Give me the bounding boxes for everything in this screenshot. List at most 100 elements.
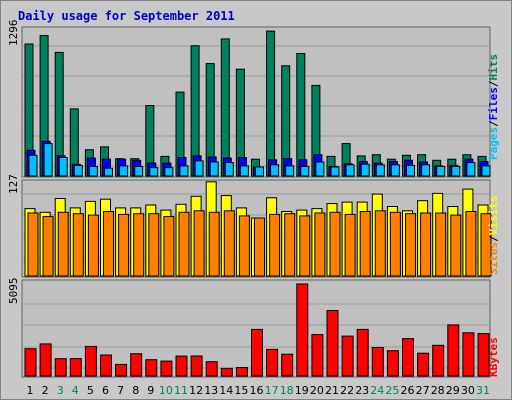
bar-kbytes-9 — [145, 359, 158, 377]
bar-pages-3 — [58, 157, 68, 177]
bar-kbytes-24 — [371, 347, 384, 377]
day-labels: 1 2 3 4 5 6 7 8 9 10 11 12 13 14 15 16 17 18 19 20 21 22 23 24 2… — [27, 384, 491, 397]
bar-pages-20 — [315, 161, 325, 177]
bar-sites-1 — [27, 212, 39, 277]
bar-sites-9 — [148, 213, 160, 277]
day-label-31: 31 — [476, 384, 490, 397]
bar-sites-11 — [178, 211, 190, 277]
bar-kbytes-6 — [100, 354, 112, 377]
day-label-2: 2 — [42, 384, 49, 397]
bar-pages-22 — [345, 164, 355, 177]
bar-kbytes-13 — [205, 361, 218, 377]
bar-kbytes-23 — [356, 328, 369, 377]
day-label-5: 5 — [87, 384, 94, 397]
day-label-14: 14 — [219, 384, 233, 397]
legend-sep-3: / — [487, 235, 500, 242]
bar-sites-31 — [480, 213, 492, 277]
bar-hits-14 — [220, 38, 230, 177]
day-label-20: 20 — [310, 384, 324, 397]
bar-pages-23 — [360, 163, 370, 177]
bar-pages-11 — [179, 165, 189, 177]
bar-sites-7 — [118, 213, 130, 277]
day-label-3: 3 — [57, 384, 64, 397]
bar-sites-15 — [238, 215, 250, 277]
day-label-6: 6 — [102, 384, 109, 397]
bar-sites-26 — [405, 213, 416, 277]
day-label-11: 11 — [174, 384, 188, 397]
bar-kbytes-14 — [220, 367, 233, 377]
bar-kbytes-2 — [39, 343, 52, 377]
bar-sites-28 — [435, 212, 447, 277]
bar-pages-19 — [300, 166, 310, 177]
bar-marks — [24, 30, 492, 377]
legend-hits-files-pages: Pages/Files/Hits — [487, 54, 500, 160]
bar-pages-29 — [451, 166, 461, 177]
bar-sites-16 — [254, 217, 265, 277]
day-label-13: 13 — [204, 384, 218, 397]
bar-kbytes-19 — [296, 283, 309, 377]
bar-hits-17 — [266, 30, 276, 177]
bar-pages-31 — [481, 165, 491, 177]
day-label-17: 17 — [265, 384, 279, 397]
bar-kbytes-31 — [477, 333, 490, 377]
bar-pages-25 — [390, 164, 400, 177]
bar-sites-23 — [359, 211, 371, 277]
bar-sites-18 — [284, 213, 296, 277]
bar-kbytes-15 — [235, 367, 248, 377]
bar-sites-29 — [450, 214, 462, 277]
bar-sites-4 — [72, 213, 84, 277]
bar-kbytes-4 — [69, 358, 82, 377]
bar-kbytes-8 — [130, 353, 143, 377]
day-label-23: 23 — [355, 384, 369, 397]
day-label-29: 29 — [446, 384, 460, 397]
bar-kbytes-5 — [84, 345, 97, 377]
bar-kbytes-1 — [24, 348, 37, 377]
visits-ymax-label: 127 — [7, 174, 20, 194]
bar-sites-3 — [57, 211, 69, 277]
bar-sites-27 — [420, 212, 432, 277]
bar-pages-14 — [224, 162, 234, 177]
bar-pages-13 — [209, 161, 219, 177]
bar-kbytes-29 — [447, 324, 460, 377]
bar-sites-30 — [465, 211, 477, 277]
bar-pages-18 — [285, 165, 295, 177]
day-label-15: 15 — [234, 384, 248, 397]
bar-pages-1 — [28, 154, 38, 177]
bar-kbytes-20 — [311, 334, 324, 377]
legend-files: Files — [487, 87, 500, 120]
day-label-26: 26 — [401, 384, 415, 397]
bar-pages-26 — [406, 164, 415, 177]
legend-hits: Hits — [487, 54, 500, 81]
legend-pages: Pages — [487, 127, 500, 160]
bar-kbytes-28 — [432, 344, 445, 377]
bar-kbytes-17 — [266, 348, 279, 377]
day-label-21: 21 — [325, 384, 339, 397]
bar-pages-27 — [421, 164, 431, 177]
bar-kbytes-25 — [386, 350, 399, 377]
bar-sites-5 — [87, 214, 99, 277]
bar-kbytes-11 — [175, 355, 188, 377]
bar-kbytes-10 — [160, 360, 173, 377]
bar-pages-2 — [43, 143, 53, 177]
bar-pages-10 — [164, 167, 174, 177]
day-label-10: 10 — [159, 384, 173, 397]
bar-kbytes-27 — [417, 352, 430, 377]
bar-sites-6 — [103, 211, 114, 277]
bar-pages-30 — [466, 162, 476, 177]
bar-kbytes-21 — [326, 310, 339, 377]
bar-pages-4 — [73, 164, 83, 177]
day-label-28: 28 — [431, 384, 445, 397]
bar-kbytes-26 — [402, 338, 414, 377]
day-label-27: 27 — [416, 384, 430, 397]
bar-pages-9 — [149, 167, 159, 177]
bar-kbytes-3 — [54, 358, 67, 377]
legend-sep-1: / — [487, 120, 500, 127]
kbytes-ymax-label: 5095 — [7, 278, 20, 305]
bar-hits-19 — [296, 53, 306, 177]
day-label-4: 4 — [72, 384, 79, 397]
bar-sites-25 — [389, 211, 401, 277]
bar-pages-7 — [119, 165, 129, 177]
bar-pages-15 — [239, 165, 249, 177]
